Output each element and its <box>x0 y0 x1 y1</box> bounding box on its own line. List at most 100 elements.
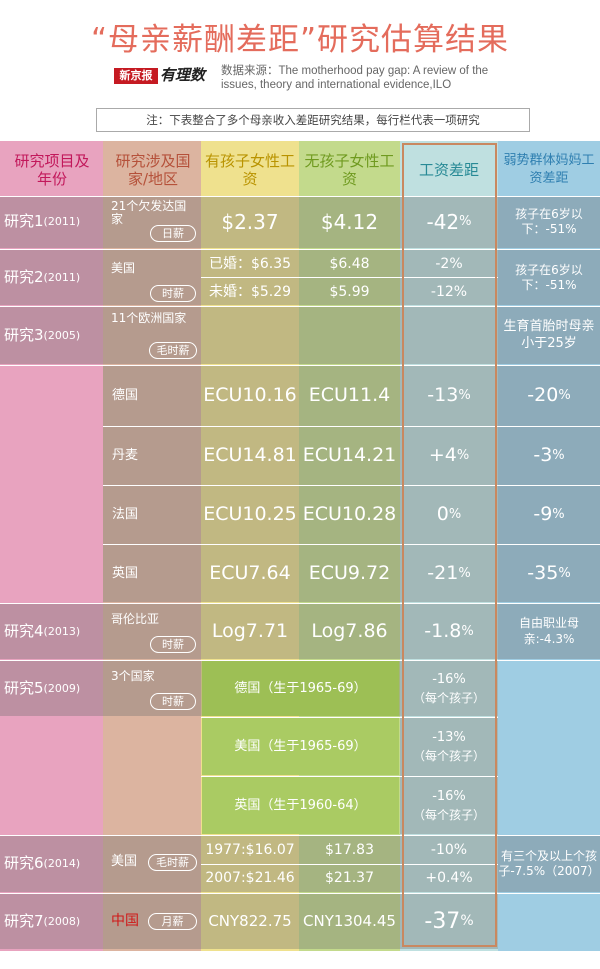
study3-wage-tag: 毛时薪 <box>149 342 197 359</box>
study6-with-1977: 1977:$16.07 <box>205 842 295 859</box>
study4-country: 哥伦比亚 <box>111 611 160 626</box>
study2-name: 研究2 (2011) <box>4 267 81 286</box>
table-note: 注：下表整合了多个母亲收入差距研究结果，每行栏代表一项研究 <box>96 108 530 132</box>
row-shade-study1 <box>0 196 600 248</box>
study4-name: 研究4 (2013) <box>4 621 81 640</box>
study3-sub-weak: -35% <box>527 561 571 584</box>
study7-wage-tag: 月薪 <box>148 913 197 930</box>
study5-gap: -16% （每个孩子） <box>412 671 485 705</box>
study5-group: 美国（生于1965-69） <box>234 738 367 754</box>
study3-sub-with: ECU10.25 <box>203 502 297 525</box>
study3-sub-country: 德国 <box>112 388 139 404</box>
study6-wage-tag: 毛时薪 <box>148 854 197 871</box>
study5-gap: -13% （每个孩子） <box>412 729 485 763</box>
study5-country: 3个国家 <box>111 668 155 683</box>
header-weak: 弱势群体妈妈工资差距 <box>503 153 595 186</box>
study4-gap: -1.8% <box>424 619 474 642</box>
study6-gap-2007: +0.4% <box>425 870 473 887</box>
row-shade-study7 <box>0 894 498 949</box>
study5-green-block-1 <box>202 661 399 716</box>
row-separator <box>103 426 600 427</box>
newspaper-logo: 新京报 <box>114 68 158 84</box>
study5-wage-tag: 时薪 <box>150 693 196 710</box>
study1-with: $2.37 <box>221 209 279 234</box>
study2-gap-married: -2% <box>435 256 463 273</box>
row-separator <box>0 306 600 307</box>
study3-name: 研究3 (2005) <box>4 325 81 344</box>
header-no-child: 无孩子女性工资 <box>304 152 395 188</box>
row-separator <box>0 603 600 604</box>
study1-weak: 孩子在6岁以下：-51% <box>515 207 583 236</box>
study6-gap-1977: -10% <box>430 842 468 859</box>
study7-country: 中国 <box>111 912 139 929</box>
study3-sub-gap: -21% <box>427 561 471 584</box>
row-shade-study3-sub <box>103 366 600 602</box>
row-separator <box>201 277 498 278</box>
row-separator <box>0 365 600 366</box>
row-shade-study4 <box>0 604 600 659</box>
study2-with-unmarried: 未婚：$5.29 <box>208 283 292 300</box>
study3-country: 11个欧洲国家 <box>111 311 187 325</box>
study7-with: CNY822.75 <box>208 911 292 930</box>
row-separator <box>0 893 600 894</box>
study3-sub-country: 丹麦 <box>112 447 139 463</box>
study7-gap: -37% <box>424 908 474 934</box>
header-gap: 工资差距 <box>418 161 479 179</box>
row-separator <box>201 717 498 718</box>
row-separator <box>201 776 498 777</box>
col-country-bg <box>103 141 201 951</box>
study2-gap-unmarried: -12% <box>430 283 468 300</box>
row-separator <box>103 544 600 545</box>
study2-without-unmarried: $5.99 <box>329 283 370 300</box>
study3-sub-gap: 0% <box>436 502 462 525</box>
header-country: 研究涉及国家/地区 <box>115 152 191 188</box>
study6-with-2007: 2007:$21.46 <box>205 870 295 887</box>
header-study: 研究项目及年份 <box>14 152 90 188</box>
study5-name: 研究5 (2009) <box>4 678 81 697</box>
study7-name: 研究7 (2008) <box>4 911 81 930</box>
study7-without: CNY1304.45 <box>303 911 396 930</box>
brand-logo: 有理数 <box>160 66 206 84</box>
study2-without-married: $6.48 <box>329 256 370 273</box>
study3-sub-gap: +4% <box>428 443 470 466</box>
study6-name: 研究6 (2014) <box>4 854 81 873</box>
study4-without: Log7.86 <box>311 619 388 642</box>
row-separator <box>0 249 600 250</box>
study3-sub-with: ECU10.16 <box>203 384 297 407</box>
study1-without: $4.12 <box>320 209 379 234</box>
study3-weak: 生育首胎时母亲小于25岁 <box>503 319 595 351</box>
study3-sub-weak: -3% <box>533 443 565 466</box>
study1-name: 研究1 (2011) <box>4 212 81 231</box>
study4-with: Log7.71 <box>211 619 289 642</box>
study2-wage-tag: 时薪 <box>150 285 196 302</box>
study3-sub-with: ECU14.81 <box>203 443 297 466</box>
study2-with-married: 已婚：$6.35 <box>208 256 292 273</box>
study3-sub-country: 法国 <box>112 506 139 522</box>
page-title: “母亲薪酬差距”研究估算结果 <box>90 22 510 58</box>
study5-group: 英国（生于1960-64） <box>234 797 367 813</box>
study3-sub-gap: -13% <box>427 384 471 407</box>
col-weak-bg <box>498 141 600 951</box>
row-separator <box>0 660 600 661</box>
study3-sub-without: ECU9.72 <box>308 561 391 584</box>
study3-sub-with: ECU7.64 <box>209 561 291 584</box>
study2-country: 美国 <box>111 260 136 275</box>
row-separator <box>201 864 498 865</box>
study6-without-2007: $21.37 <box>325 870 374 887</box>
col-study-bg <box>0 141 103 951</box>
study4-weak: 自由职业母亲:-4.3% <box>518 616 579 646</box>
study3-sub-country: 英国 <box>112 565 139 581</box>
study5-group: 德国（生于1965-69） <box>234 680 367 696</box>
col-gap-bg <box>400 141 498 951</box>
row-separator <box>0 196 600 197</box>
data-source: 数据来源：The motherhood pay gap: A review of… <box>221 65 489 91</box>
study3-sub-without: ECU14.21 <box>302 443 397 466</box>
study4-wage-tag: 时薪 <box>150 636 196 653</box>
row-shade-study3 <box>0 307 600 364</box>
study2-weak: 孩子在6岁以下：-51% <box>515 263 583 292</box>
study3-sub-weak: -20% <box>527 384 571 407</box>
row-separator <box>103 485 600 486</box>
study6-country: 美国 <box>111 854 138 870</box>
study1-country: 21个欠发达国家 <box>111 199 187 226</box>
study6-without-1977: $17.83 <box>325 842 374 859</box>
